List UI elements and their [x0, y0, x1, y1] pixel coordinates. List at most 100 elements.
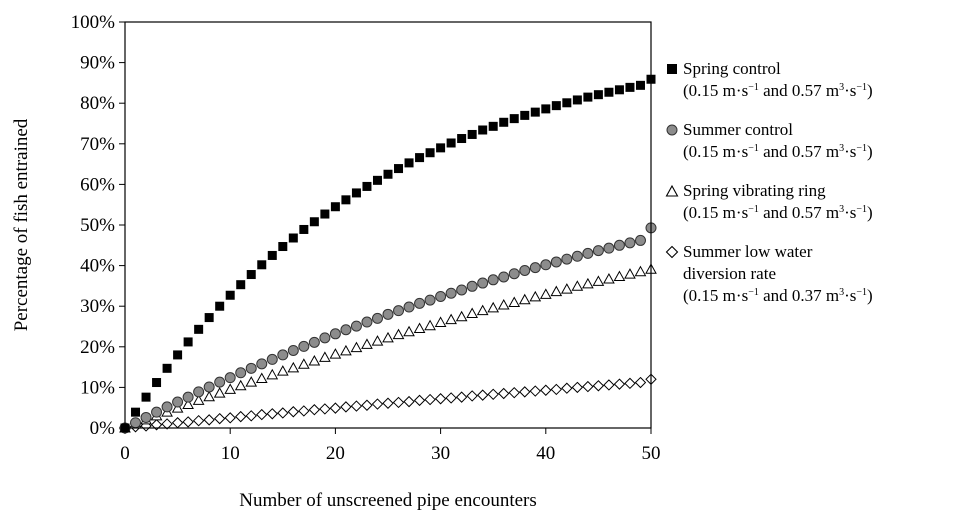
data-point	[319, 332, 331, 344]
plot-area-frame	[124, 21, 652, 429]
data-point	[213, 387, 226, 398]
data-point	[572, 95, 582, 105]
data-point	[551, 101, 561, 111]
data-point	[277, 349, 289, 361]
data-point	[593, 90, 603, 100]
y-tick-label: 20%	[80, 337, 115, 358]
data-point	[499, 117, 509, 127]
data-point	[529, 385, 541, 397]
data-point	[298, 405, 310, 417]
data-point	[614, 85, 624, 95]
data-point	[320, 209, 330, 219]
data-point	[583, 92, 593, 102]
data-point	[529, 290, 542, 302]
x-axis-label: Number of unscreened pipe encounters	[239, 490, 537, 511]
data-point	[371, 335, 384, 346]
data-point	[613, 270, 626, 282]
data-point	[340, 344, 352, 356]
x-tick-label: 40	[536, 443, 555, 464]
data-point	[403, 325, 415, 337]
data-point	[350, 320, 362, 332]
data-point	[466, 280, 478, 292]
data-point	[372, 175, 382, 185]
data-point	[571, 250, 583, 262]
data-point	[518, 293, 531, 305]
data-point	[361, 399, 373, 411]
legend-label-line2: diversion rate	[683, 264, 776, 283]
data-point	[266, 408, 278, 420]
data-point	[140, 411, 152, 423]
data-point	[287, 361, 300, 373]
data-point	[520, 110, 530, 120]
data-point	[224, 383, 237, 394]
data-point	[130, 417, 142, 429]
data-point	[341, 195, 351, 205]
data-point	[351, 188, 361, 198]
y-tick-label: 90%	[80, 53, 115, 74]
series-1	[119, 222, 657, 434]
legend-sublabel: (0.15 m·s−1 and 0.57 m3·s−1)	[683, 203, 873, 222]
data-point	[382, 397, 394, 409]
data-point	[203, 390, 216, 402]
data-point	[392, 396, 405, 409]
data-point	[603, 272, 615, 284]
data-point	[298, 340, 310, 352]
data-point	[519, 264, 531, 276]
data-point	[182, 416, 194, 428]
data-point	[424, 294, 436, 306]
data-point	[319, 403, 331, 415]
data-point	[173, 350, 183, 360]
data-point	[477, 277, 489, 289]
triangle-marker-icon	[665, 184, 679, 197]
data-point	[497, 298, 510, 310]
data-point	[424, 319, 436, 331]
data-point	[540, 259, 552, 271]
data-point	[571, 280, 584, 291]
data-point	[404, 158, 414, 168]
legend-label: Summer control	[683, 120, 794, 139]
data-point	[476, 304, 489, 316]
data-point	[266, 353, 278, 365]
data-point	[171, 417, 184, 429]
x-tick-label: 50	[642, 443, 661, 464]
data-point	[182, 391, 194, 403]
data-point	[604, 87, 614, 97]
x-tick-label: 20	[326, 443, 345, 464]
data-point	[466, 390, 478, 402]
data-point	[256, 408, 268, 421]
data-point	[215, 301, 225, 311]
data-point	[204, 313, 214, 323]
data-point	[635, 80, 645, 90]
data-point	[319, 351, 331, 362]
data-point	[498, 271, 510, 283]
data-point	[434, 316, 447, 327]
data-point	[172, 396, 184, 408]
data-point	[151, 406, 163, 418]
data-point	[245, 362, 257, 374]
data-point	[350, 400, 363, 412]
data-point	[371, 312, 383, 324]
data-point	[214, 376, 226, 388]
data-point	[278, 242, 288, 252]
data-point	[624, 237, 636, 249]
data-point	[562, 98, 572, 108]
data-point	[550, 256, 562, 268]
y-tick-label: 50%	[80, 215, 115, 236]
data-point	[592, 245, 604, 257]
data-point	[182, 398, 194, 409]
legend: Spring control (0.15 m·s−1 and 0.57 m3·s…	[665, 58, 955, 307]
data-point	[256, 358, 268, 370]
data-point	[171, 402, 184, 413]
data-point	[382, 331, 394, 343]
data-point	[455, 391, 468, 403]
data-point	[582, 277, 594, 289]
data-point	[245, 410, 257, 422]
data-point	[603, 242, 615, 254]
data-point	[235, 367, 247, 379]
data-point	[540, 384, 552, 396]
data-point	[266, 368, 279, 380]
y-tick-label: 100%	[71, 12, 116, 33]
data-point	[487, 301, 500, 313]
data-point	[561, 382, 573, 394]
data-point	[287, 344, 299, 356]
